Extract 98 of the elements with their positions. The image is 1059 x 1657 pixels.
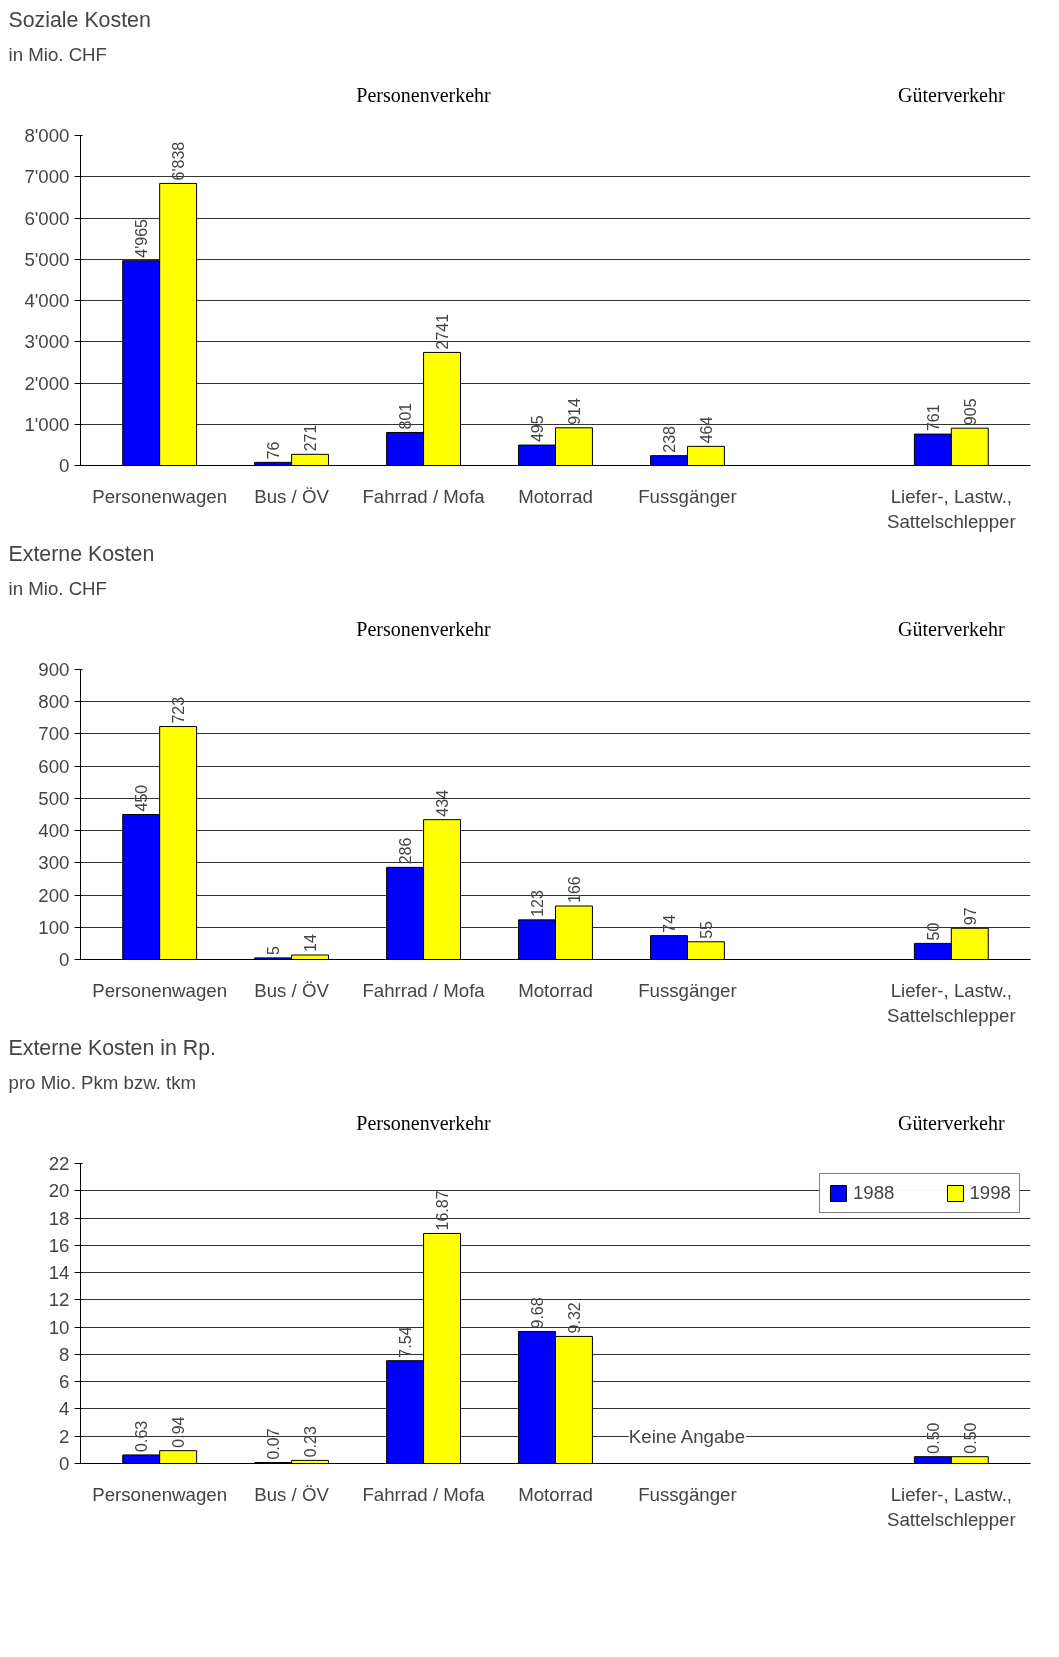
y-tick-label: 14 bbox=[48, 1262, 70, 1284]
chart-title: Soziale Kosten bbox=[8, 7, 151, 32]
x-tick-label: Bus / ÖV bbox=[254, 1483, 330, 1505]
y-tick-label: 22 bbox=[48, 1153, 70, 1174]
x-tick-label: Personenwagen bbox=[92, 979, 228, 1001]
text: Personenverkehr bbox=[356, 617, 492, 640]
y-tick-label: 12 bbox=[48, 1289, 70, 1311]
y-tick-label: 3'000 bbox=[24, 331, 70, 353]
data-label: 6'838 bbox=[169, 141, 187, 181]
data-label: 464 bbox=[697, 416, 715, 444]
data-label: 0.50 bbox=[961, 1422, 979, 1454]
data-label: 2741 bbox=[434, 313, 452, 350]
x-tick-label: Fussgänger bbox=[638, 1483, 737, 1505]
text: Güterverkehr bbox=[898, 83, 1005, 106]
y-tick-label: 5'000 bbox=[24, 248, 70, 270]
x-tick-label: Fahrrad / Mofa bbox=[362, 1483, 486, 1505]
y-tick-label: 2 bbox=[59, 1425, 70, 1447]
y-axis-title: in Mio. CHF bbox=[8, 43, 107, 65]
y-axis-title: in Mio. CHF bbox=[8, 577, 107, 599]
data-label: 0.50 bbox=[924, 1422, 942, 1454]
data-label: 450 bbox=[133, 784, 151, 812]
data-label: 97 bbox=[961, 907, 979, 926]
y-tick-label: 8 bbox=[59, 1343, 70, 1365]
x-tick-label: Fussgänger bbox=[638, 979, 737, 1001]
data-label: 0.94 bbox=[170, 1416, 188, 1448]
chart-title: Externe Kosten bbox=[8, 541, 155, 566]
x-tick-label: Personenwagen bbox=[92, 1483, 228, 1505]
annotation: Keine Angabe bbox=[628, 1426, 746, 1447]
y-tick-label: 16 bbox=[48, 1234, 70, 1256]
y-tick-label: 10 bbox=[48, 1316, 70, 1338]
y-tick-label: 4'000 bbox=[24, 290, 70, 311]
data-label: 905 bbox=[961, 398, 979, 426]
y-tick-label: 0 bbox=[59, 1453, 70, 1474]
data-label: 55 bbox=[697, 920, 715, 939]
data-label: 495 bbox=[529, 415, 547, 443]
x-tick-label: Personenwagen bbox=[92, 485, 228, 507]
chart-title: Externe Kosten in Rp. bbox=[8, 1035, 216, 1060]
text: Personenverkehr bbox=[356, 1111, 492, 1134]
data-label: 9.32 bbox=[565, 1302, 583, 1334]
x-tick-label: Motorrad bbox=[518, 485, 593, 507]
data-label: 50 bbox=[924, 922, 942, 941]
x-tick-label: Liefer-, Lastw., Sattelschlepper bbox=[887, 1483, 1016, 1530]
data-label: 7.54 bbox=[397, 1326, 415, 1358]
x-tick-label: Motorrad bbox=[518, 979, 593, 1001]
x-tick-label: Bus / ÖV bbox=[254, 485, 330, 507]
y-tick-label: 7'000 bbox=[24, 166, 70, 188]
data-label: 166 bbox=[565, 876, 583, 904]
data-label: 0.07 bbox=[265, 1428, 283, 1460]
y-tick-label: 900 bbox=[38, 659, 70, 680]
data-label: 434 bbox=[434, 789, 452, 817]
y-tick-label: 1'000 bbox=[24, 413, 70, 435]
y-tick-label: 500 bbox=[38, 787, 70, 809]
data-label: 914 bbox=[565, 398, 583, 425]
data-label: 801 bbox=[397, 402, 415, 430]
y-tick-label: 100 bbox=[38, 916, 70, 938]
x-tick-label: Liefer-, Lastw., Sattelschlepper bbox=[887, 485, 1016, 532]
data-label: 14 bbox=[302, 934, 320, 952]
y-axis-title: pro Mio. Pkm bzw. tkm bbox=[8, 1071, 197, 1093]
data-label: 74 bbox=[660, 914, 678, 933]
legend-label: 1998 bbox=[969, 1182, 1011, 1204]
y-tick-label: 300 bbox=[38, 852, 70, 874]
y-tick-label: 200 bbox=[38, 884, 70, 906]
data-label: 0.63 bbox=[133, 1420, 151, 1452]
data-label: 723 bbox=[170, 696, 188, 724]
data-label: 16.87 bbox=[434, 1190, 452, 1231]
x-tick-label: Bus / ÖV bbox=[254, 979, 330, 1001]
data-label: 0.23 bbox=[302, 1426, 320, 1458]
y-tick-label: 700 bbox=[38, 723, 70, 745]
x-tick-label: Motorrad bbox=[518, 1483, 593, 1505]
text: Güterverkehr bbox=[898, 617, 1005, 640]
y-tick-label: 6 bbox=[59, 1371, 70, 1393]
data-label: 761 bbox=[924, 404, 942, 432]
y-tick-label: 2'000 bbox=[24, 372, 70, 394]
text: Personenverkehr bbox=[356, 83, 492, 106]
data-label: 286 bbox=[397, 837, 415, 865]
y-tick-label: 18 bbox=[48, 1207, 70, 1229]
data-label: 5 bbox=[265, 945, 283, 955]
data-label: 123 bbox=[529, 890, 547, 917]
y-tick-label: 600 bbox=[38, 755, 70, 777]
x-tick-label: Fahrrad / Mofa bbox=[362, 485, 486, 507]
data-label: 9.68 bbox=[529, 1297, 547, 1329]
x-tick-label: Liefer-, Lastw., Sattelschlepper bbox=[887, 979, 1016, 1026]
y-tick-label: 8'000 bbox=[24, 125, 70, 146]
text: Güterverkehr bbox=[898, 1111, 1005, 1134]
y-tick-label: 0 bbox=[59, 949, 70, 970]
data-label: 238 bbox=[660, 425, 678, 453]
y-tick-label: 0 bbox=[59, 455, 70, 476]
y-tick-label: 20 bbox=[48, 1180, 70, 1202]
x-tick-label: Fahrrad / Mofa bbox=[362, 979, 486, 1001]
y-tick-label: 6'000 bbox=[24, 207, 70, 229]
data-label: 4'965 bbox=[132, 218, 150, 258]
x-tick-label: Fussgänger bbox=[638, 485, 737, 507]
legend-label: 1988 bbox=[852, 1182, 895, 1204]
y-tick-label: 400 bbox=[38, 820, 70, 842]
y-tick-label: 800 bbox=[38, 691, 70, 713]
data-label: 271 bbox=[302, 424, 320, 452]
y-tick-label: 4 bbox=[59, 1398, 70, 1420]
data-label: 76 bbox=[265, 441, 283, 460]
